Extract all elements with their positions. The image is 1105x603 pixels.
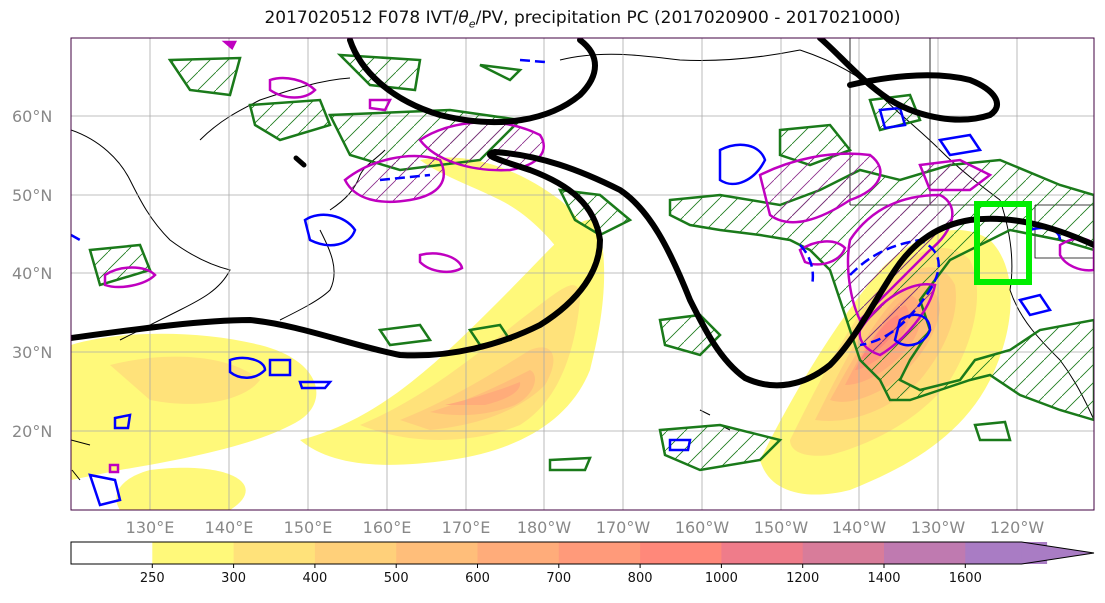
colorbar-tick-label: 1400: [867, 571, 900, 586]
lon-labels: 130°E 140°E 150°E 160°E 170°E 180°W 170°…: [126, 518, 1045, 537]
colorbar-tick-label: 300: [221, 571, 246, 586]
lat-label: 30°N: [12, 343, 52, 362]
lon-label: 180°W: [517, 518, 572, 537]
lon-label: 170°W: [596, 518, 651, 537]
lat-labels: 60°N 50°N 40°N 30°N 20°N: [12, 107, 52, 441]
target-region-box: [974, 201, 1032, 285]
lat-label: 60°N: [12, 107, 52, 126]
lat-label: 20°N: [12, 422, 52, 441]
colorbar-tick-label: 1000: [705, 571, 738, 586]
colorbar-tick-label: 250: [140, 571, 165, 586]
colorbar-extend-arrow: [1021, 542, 1094, 564]
lat-label: 40°N: [12, 264, 52, 283]
lon-label: 150°W: [754, 518, 809, 537]
colorbar-segment: [152, 542, 235, 564]
colorbar-tick-label: 400: [302, 571, 327, 586]
lon-label: 120°W: [990, 518, 1045, 537]
colorbar-segment: [802, 542, 885, 564]
colorbar-segment: [477, 542, 560, 564]
map-frame: [70, 37, 1095, 511]
colorbar-segment: [233, 542, 316, 564]
colorbar-segment: [640, 542, 722, 564]
magenta-contours: [103, 40, 1094, 474]
colorbar-tick-label: 600: [465, 571, 490, 586]
lon-label: 130°W: [911, 518, 966, 537]
pv-contour: [71, 38, 1094, 389]
lon-label: 170°E: [442, 518, 491, 537]
lon-label: 130°E: [126, 518, 175, 537]
colorbar-outline: [70, 541, 1095, 565]
colorbar-segment: [721, 542, 804, 564]
map-area: [71, 38, 1094, 510]
colorbar-segment: [314, 542, 397, 564]
lon-label: 150°E: [284, 518, 333, 537]
colorbar-tick-label: 700: [546, 571, 571, 586]
colorbar-tick-label: 1200: [786, 571, 819, 586]
lon-label: 160°W: [675, 518, 730, 537]
colorbar-tick-label: 500: [384, 571, 409, 586]
colorbar-segment: [396, 542, 478, 564]
blue-contours: [71, 58, 1062, 507]
map-title: 2017020512 F078 IVT/θe/PV, precipitation…: [264, 8, 901, 31]
colorbar-tick-label: 800: [628, 571, 653, 586]
lat-label: 50°N: [12, 186, 52, 205]
colorbar-segment: [884, 542, 966, 564]
colorbar-segment: [71, 542, 153, 564]
lon-label: 160°E: [363, 518, 412, 537]
colorbar-segment: [558, 542, 641, 564]
colorbar: 250 300 400 500 600 700 800 1000 1200 1400 1600: [70, 541, 1095, 586]
ivt-shading-west: [71, 157, 605, 510]
colorbar-tick-label: 1600: [949, 571, 982, 586]
lon-label: 140°W: [832, 518, 887, 537]
lon-label: 140°E: [205, 518, 254, 537]
